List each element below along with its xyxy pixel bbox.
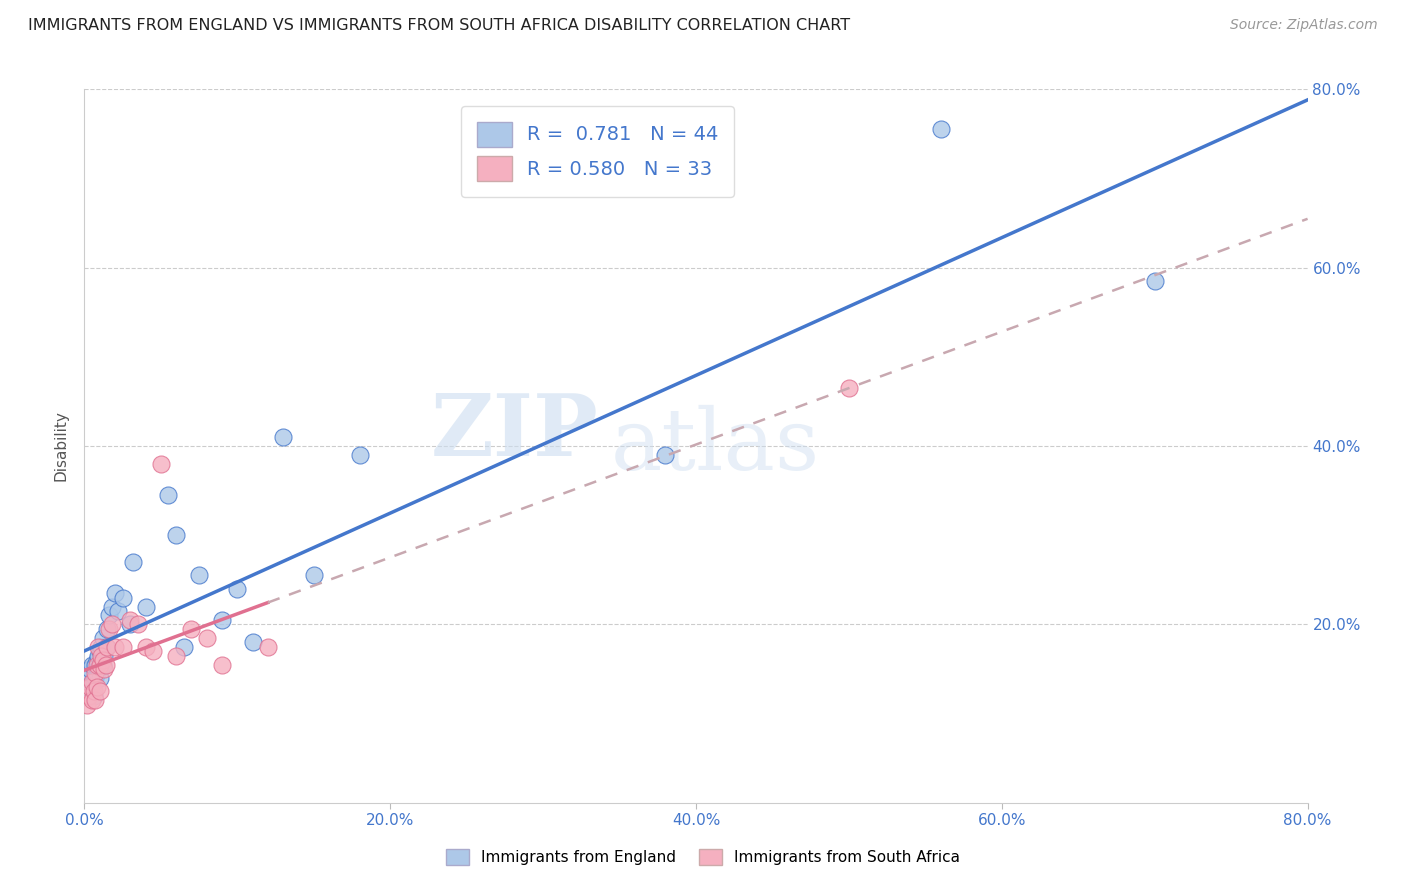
Point: [226, 582, 249, 596]
Point: [107, 604, 129, 618]
Point: [87, 640, 110, 654]
Point: [76, 698, 98, 712]
Point: [97, 622, 120, 636]
Point: [84, 693, 107, 707]
Point: [104, 640, 127, 654]
Point: [77, 671, 100, 685]
Point: [96, 622, 118, 636]
Point: [165, 528, 187, 542]
Point: [188, 568, 211, 582]
Point: [142, 644, 165, 658]
Point: [120, 613, 142, 627]
Point: [838, 381, 860, 395]
Point: [77, 689, 100, 703]
Point: [180, 622, 202, 636]
Point: [79, 680, 101, 694]
Text: IMMIGRANTS FROM ENGLAND VS IMMIGRANTS FROM SOUTH AFRICA DISABILITY CORRELATION C: IMMIGRANTS FROM ENGLAND VS IMMIGRANTS FR…: [28, 18, 851, 33]
Point: [654, 448, 676, 462]
Point: [91, 653, 114, 667]
Point: [84, 671, 107, 685]
Point: [86, 657, 108, 672]
Point: [80, 693, 103, 707]
Point: [257, 640, 280, 654]
Point: [86, 666, 108, 681]
Point: [165, 648, 187, 663]
Point: [122, 555, 145, 569]
Point: [83, 684, 105, 698]
Point: [195, 631, 218, 645]
Point: [211, 657, 233, 672]
Point: [127, 617, 149, 632]
Point: [135, 640, 157, 654]
Point: [97, 608, 120, 623]
Point: [101, 599, 124, 614]
Point: [104, 586, 127, 600]
Point: [302, 568, 325, 582]
Point: [271, 430, 294, 444]
Point: [101, 617, 124, 632]
Point: [83, 689, 105, 703]
Point: [149, 457, 172, 471]
Point: [89, 644, 111, 658]
Point: [79, 666, 101, 681]
Point: [90, 640, 112, 654]
Point: [80, 657, 103, 672]
Point: [157, 488, 180, 502]
Point: [929, 122, 952, 136]
Text: atlas: atlas: [610, 404, 820, 488]
Point: [89, 657, 111, 672]
Point: [91, 631, 114, 645]
Point: [76, 680, 98, 694]
Point: [80, 675, 103, 690]
Text: ZIP: ZIP: [430, 390, 598, 474]
Point: [94, 640, 117, 654]
Point: [87, 662, 110, 676]
Point: [93, 662, 115, 676]
Point: [91, 657, 114, 672]
Point: [83, 675, 105, 690]
Point: [96, 640, 118, 654]
Text: Source: ZipAtlas.com: Source: ZipAtlas.com: [1230, 18, 1378, 32]
Point: [90, 653, 112, 667]
Point: [94, 657, 117, 672]
Point: [79, 662, 101, 676]
Point: [211, 613, 233, 627]
Point: [349, 448, 371, 462]
Point: [120, 617, 142, 632]
Point: [84, 666, 107, 681]
Legend: R =  0.781   N = 44, R = 0.580   N = 33: R = 0.781 N = 44, R = 0.580 N = 33: [461, 106, 734, 197]
Point: [111, 640, 134, 654]
Point: [1143, 274, 1166, 288]
Point: [90, 648, 112, 663]
Point: [89, 657, 111, 672]
Point: [89, 684, 111, 698]
Point: [242, 635, 264, 649]
Point: [93, 648, 115, 663]
Point: [87, 648, 110, 663]
Point: [86, 680, 108, 694]
Legend: Immigrants from England, Immigrants from South Africa: Immigrants from England, Immigrants from…: [440, 843, 966, 871]
Point: [173, 640, 195, 654]
Point: [135, 599, 157, 614]
Point: [86, 653, 108, 667]
Point: [89, 671, 111, 685]
Point: [111, 591, 134, 605]
Point: [84, 657, 107, 672]
Y-axis label: Disability: Disability: [53, 410, 69, 482]
